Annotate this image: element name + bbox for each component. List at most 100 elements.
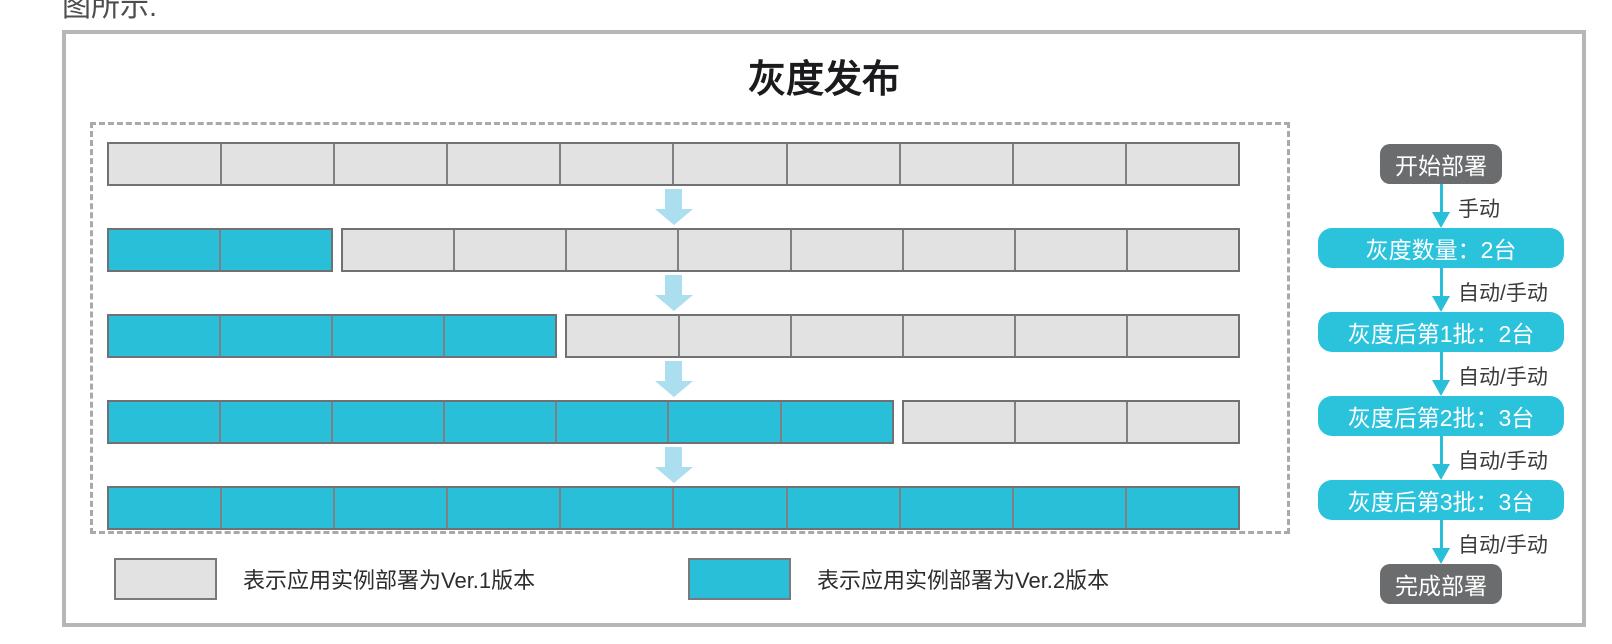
deploy-step-arrow [107, 447, 1240, 483]
instance-cell-ver1 [1015, 230, 1128, 270]
instance-cell-ver2 [335, 488, 449, 528]
instance-cell-ver1 [109, 144, 223, 184]
flow-arrow-stem [1439, 436, 1443, 465]
instances-area [90, 122, 1290, 534]
arrow-stem [665, 275, 682, 295]
flow-batch1-badge: 灰度后第1批：2台 [1318, 312, 1564, 352]
flow-arrow-stem [1439, 184, 1443, 213]
instance-group-ver1 [901, 400, 1240, 444]
instance-cell-ver1 [1127, 402, 1238, 442]
instance-cell-ver2 [674, 488, 788, 528]
legend-item-ver1: 表示应用实例部署为Ver.1版本 [114, 558, 535, 600]
arrow-stem [665, 447, 682, 467]
instance-cell-ver1 [1013, 144, 1127, 184]
instance-group-ver2 [107, 400, 894, 444]
instance-cell-ver1 [1015, 316, 1128, 356]
instance-cell-ver1 [903, 316, 1016, 356]
instance-cell-ver2 [557, 402, 670, 442]
instance-cell-ver1 [674, 144, 788, 184]
instance-group-ver1 [341, 228, 1240, 272]
instance-cell-ver1 [222, 144, 336, 184]
legend-swatch-ver1 [114, 558, 217, 600]
flow-arrow-head [1432, 296, 1450, 312]
flow-start-badge: 开始部署 [1380, 144, 1502, 184]
instance-cell-ver1 [343, 230, 456, 270]
flow-connector-label: 自动/手动 [1458, 366, 1548, 389]
instance-cell-ver2 [221, 402, 334, 442]
instance-cell-ver2 [333, 402, 446, 442]
legend-label-ver2: 表示应用实例部署为Ver.2版本 [817, 568, 1110, 593]
instance-group-ver2 [107, 228, 334, 272]
arrow-stem [665, 361, 682, 381]
instance-row [107, 486, 1240, 530]
instance-cell-ver1 [791, 316, 904, 356]
instance-group-ver2 [107, 314, 558, 358]
arrow-stem [665, 189, 682, 209]
instance-cell-ver1 [567, 230, 680, 270]
flow-connector-label: 自动/手动 [1458, 450, 1548, 473]
instance-cell-ver2 [109, 316, 222, 356]
instance-cell-ver2 [221, 230, 332, 270]
instance-cell-ver1 [900, 144, 1014, 184]
instance-row [107, 314, 1240, 358]
instance-cell-ver2 [109, 402, 222, 442]
flow-connector: 自动/手动 [1318, 520, 1564, 564]
legend-item-ver2: 表示应用实例部署为Ver.2版本 [688, 558, 1109, 600]
flow-finish-badge: 完成部署 [1380, 564, 1502, 604]
diagram-container: 灰度发布 开始部署 手动 灰度数量：2台 自动/手动 灰度后第1批：2台 自动/手动 灰度后… [62, 30, 1586, 627]
instance-cell-ver2 [1126, 488, 1238, 528]
flow-arrow-head [1432, 464, 1450, 480]
instance-cell-ver2 [1013, 488, 1127, 528]
instance-cell-ver1 [1127, 316, 1238, 356]
instance-cell-ver2 [221, 316, 334, 356]
instance-group-ver1 [565, 314, 1240, 358]
instance-cell-ver2 [787, 488, 901, 528]
flow-batch3-badge: 灰度后第3批：3台 [1318, 480, 1564, 520]
flow-arrow-head [1432, 380, 1450, 396]
arrow-head [654, 209, 693, 225]
arrow-head [654, 295, 693, 311]
down-arrow-icon [654, 447, 693, 483]
arrow-head [654, 381, 693, 397]
instance-cell-ver2 [333, 316, 446, 356]
instance-cell-ver2 [561, 488, 675, 528]
flow-arrow-head [1432, 548, 1450, 564]
instance-cell-ver1 [455, 230, 568, 270]
instance-cell-ver1 [561, 144, 675, 184]
flow-connector-label: 自动/手动 [1458, 534, 1548, 557]
flow-connector: 自动/手动 [1318, 352, 1564, 396]
down-arrow-icon [654, 189, 693, 225]
legend: 表示应用实例部署为Ver.1版本 表示应用实例部署为Ver.2版本 [66, 558, 1582, 606]
deploy-step-arrow [107, 189, 1240, 225]
flow-connector: 自动/手动 [1318, 268, 1564, 312]
legend-swatch-ver2 [688, 558, 791, 600]
flow-arrow-stem [1439, 520, 1443, 549]
down-arrow-icon [654, 361, 693, 397]
instance-cell-ver2 [445, 316, 556, 356]
instance-cell-ver1 [903, 402, 1016, 442]
instance-cell-ver2 [445, 402, 558, 442]
instance-cell-ver1 [679, 316, 792, 356]
flow-connector-label: 自动/手动 [1458, 282, 1548, 305]
diagram-title: 灰度发布 [747, 59, 900, 101]
instance-cell-ver1 [787, 144, 901, 184]
instance-row [107, 400, 1240, 444]
instance-cell-ver1 [679, 230, 792, 270]
instance-row [107, 228, 1240, 272]
instance-cell-ver1 [1127, 230, 1238, 270]
instance-row [107, 142, 1240, 186]
instance-cell-ver2 [109, 488, 223, 528]
flow-arrow-stem [1439, 268, 1443, 297]
instance-cell-ver2 [669, 402, 782, 442]
deploy-step-arrow [107, 361, 1240, 397]
intro-text: 图所示. [62, 0, 158, 23]
flow-batch2-badge: 灰度后第2批：3台 [1318, 396, 1564, 436]
flow-connector: 手动 [1318, 184, 1564, 228]
instance-cell-ver1 [791, 230, 904, 270]
flow-gray-count-badge: 灰度数量：2台 [1318, 228, 1564, 268]
instance-cell-ver2 [109, 230, 222, 270]
down-arrow-icon [654, 275, 693, 311]
instance-cell-ver1 [903, 230, 1016, 270]
instance-cell-ver1 [567, 316, 680, 356]
